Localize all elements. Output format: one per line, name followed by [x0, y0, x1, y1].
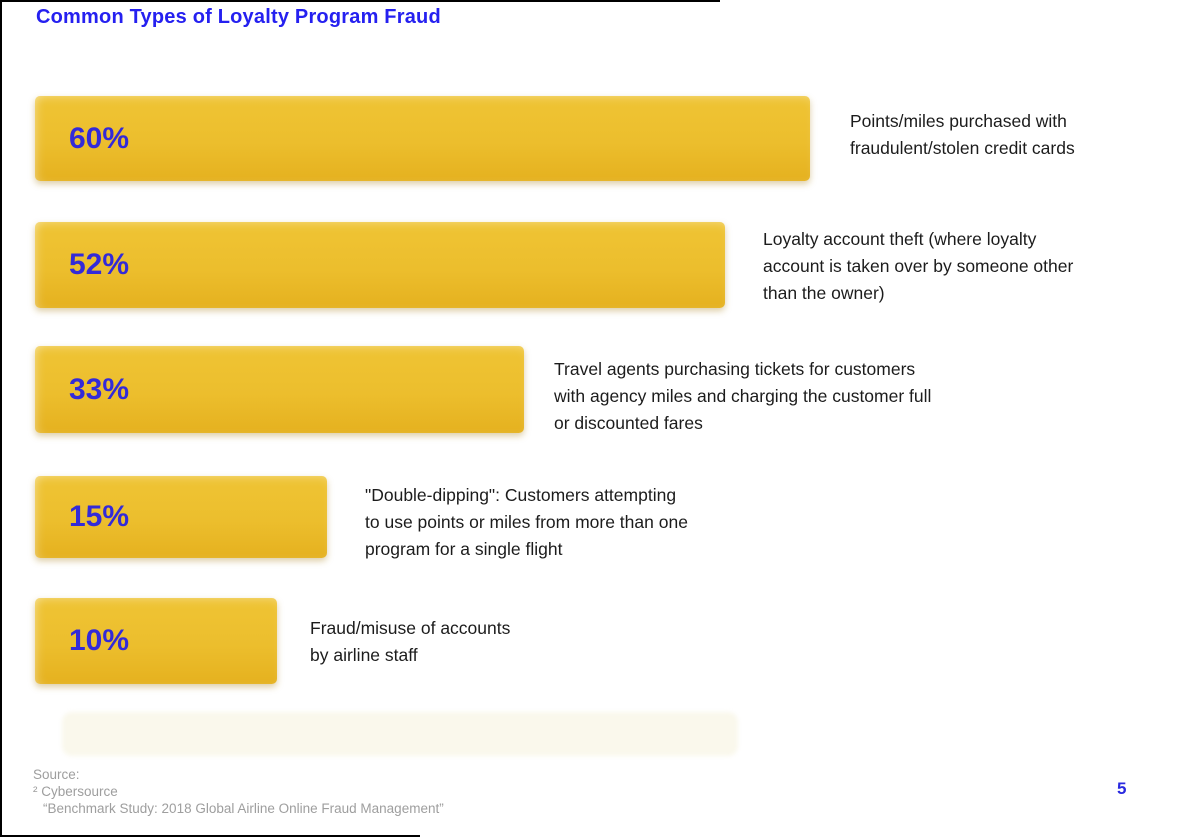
- fraud-bar-52: 52%: [35, 222, 725, 308]
- page-number: 5: [1117, 779, 1127, 798]
- page-title: Common Types of Loyalty Program Fraud: [36, 6, 441, 28]
- fraud-bar-33: 33%: [35, 346, 524, 433]
- bar-value-label: 60%: [69, 121, 130, 155]
- source-label: Source:: [33, 767, 80, 782]
- bar-value-label: 52%: [69, 248, 130, 281]
- bar-value-label: 15%: [69, 500, 130, 533]
- source-note: Source: ² Cybersource “Benchmark Study: …: [33, 766, 444, 817]
- bar-value-label: 10%: [69, 624, 130, 657]
- faded-ghost-bar: [62, 712, 738, 756]
- bar-description: Travel agents purchasing tickets for cus…: [554, 359, 932, 433]
- bottom-edge-line: [0, 835, 420, 837]
- bar-description: Fraud/misuse of accounts by airline staf…: [310, 618, 511, 665]
- top-edge-line: [0, 0, 720, 2]
- fraud-bar-15: 15%: [35, 476, 327, 558]
- bar-value-label: 33%: [69, 372, 130, 406]
- left-edge-line: [0, 0, 2, 837]
- source-reference: “Benchmark Study: 2018 Global Airline On…: [43, 801, 444, 816]
- bar-description: Loyalty account theft (where loyalty acc…: [763, 229, 1074, 303]
- fraud-bar-60: 60%: [35, 96, 810, 181]
- bar-description: "Double-dipping": Customers attempting t…: [365, 485, 688, 559]
- source-provider: ² Cybersource: [33, 784, 118, 799]
- bar-description: Points/miles purchased with fraudulent/s…: [850, 111, 1075, 158]
- fraud-bar-10: 10%: [35, 598, 277, 684]
